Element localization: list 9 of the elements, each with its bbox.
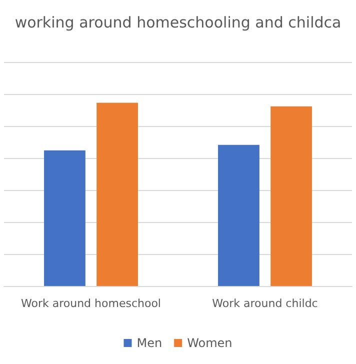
bar — [44, 150, 86, 286]
legend-label: Men — [136, 336, 162, 350]
chart-title: working around homeschooling and childca — [14, 14, 342, 32]
bar — [218, 144, 260, 286]
legend-label: Women — [187, 336, 232, 350]
x-tick-label: Work around homeschool — [21, 297, 161, 310]
bar — [270, 106, 312, 286]
x-tick-label: Work around childc — [212, 297, 318, 310]
bar — [96, 102, 138, 286]
